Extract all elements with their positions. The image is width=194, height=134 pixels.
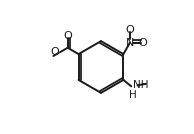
Text: O: O: [51, 47, 60, 57]
Text: N: N: [126, 38, 134, 48]
Text: H: H: [129, 90, 137, 100]
Text: O: O: [139, 38, 147, 48]
Text: O: O: [63, 31, 72, 41]
Text: O: O: [126, 25, 134, 35]
Text: NH: NH: [133, 80, 148, 90]
